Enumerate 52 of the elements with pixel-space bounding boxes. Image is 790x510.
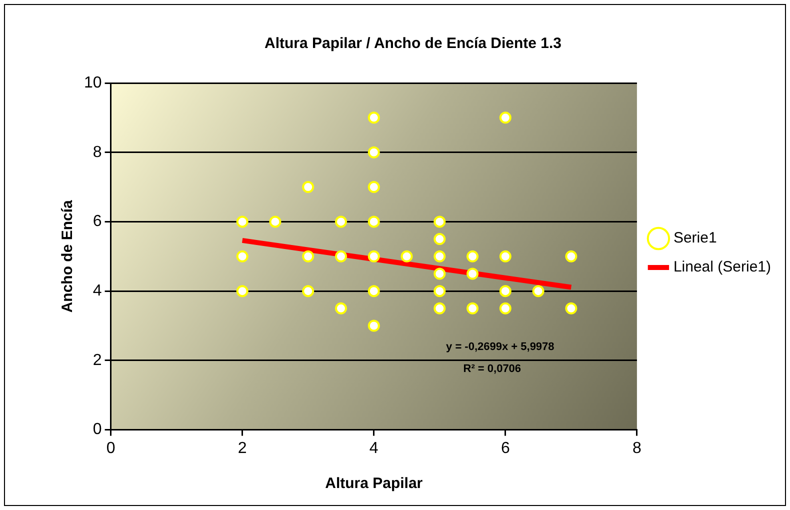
point bbox=[499, 285, 512, 298]
point bbox=[334, 250, 347, 262]
annotation: y = -0,2699x + 5,9978 bbox=[446, 341, 554, 354]
point bbox=[302, 285, 314, 298]
point bbox=[368, 320, 380, 332]
x-tick-label: 4 bbox=[369, 440, 378, 457]
point bbox=[434, 250, 446, 262]
point bbox=[368, 181, 380, 194]
x-axis-title: Altura Papilar bbox=[325, 475, 423, 492]
point bbox=[434, 302, 446, 314]
point bbox=[236, 216, 248, 228]
point bbox=[434, 233, 446, 246]
point bbox=[434, 216, 446, 228]
point bbox=[302, 250, 314, 262]
point bbox=[368, 285, 380, 298]
point bbox=[368, 146, 380, 158]
point bbox=[499, 302, 512, 314]
x-tick-label: 2 bbox=[238, 440, 247, 457]
point bbox=[565, 250, 578, 262]
x-tick-label: 6 bbox=[500, 440, 510, 457]
point bbox=[368, 250, 380, 262]
point bbox=[466, 268, 479, 280]
legend-label: Serie1 bbox=[673, 230, 717, 247]
x-tick-label: 8 bbox=[632, 440, 642, 457]
point bbox=[236, 250, 248, 262]
point bbox=[334, 216, 347, 228]
x-tick-label: 0 bbox=[106, 440, 116, 457]
point bbox=[466, 302, 479, 314]
y-tick-label: 8 bbox=[92, 144, 102, 161]
point bbox=[400, 250, 413, 262]
y-tick-label: 2 bbox=[92, 352, 102, 369]
y-tick-label: 4 bbox=[92, 282, 102, 300]
point bbox=[334, 302, 347, 314]
y-tick-label: 10 bbox=[84, 74, 102, 92]
legend-label: Lineal (Serie1) bbox=[673, 258, 772, 276]
point bbox=[434, 285, 446, 298]
point bbox=[499, 250, 512, 262]
point bbox=[368, 216, 380, 228]
point bbox=[269, 216, 282, 228]
point bbox=[236, 285, 248, 298]
point bbox=[434, 268, 446, 280]
point bbox=[466, 250, 479, 262]
point bbox=[302, 181, 314, 194]
y-axis-title: Ancho de Encía bbox=[59, 199, 76, 313]
point bbox=[532, 285, 544, 298]
point bbox=[368, 112, 380, 124]
y-tick-label: 6 bbox=[92, 213, 102, 230]
annotation: R² = 0,0706 bbox=[463, 363, 522, 376]
chart-title: Altura Papilar / Ancho de Encía Diente 1.3 bbox=[264, 35, 562, 52]
point bbox=[565, 302, 578, 314]
y-tick-label: 0 bbox=[92, 421, 102, 438]
point bbox=[499, 112, 512, 124]
